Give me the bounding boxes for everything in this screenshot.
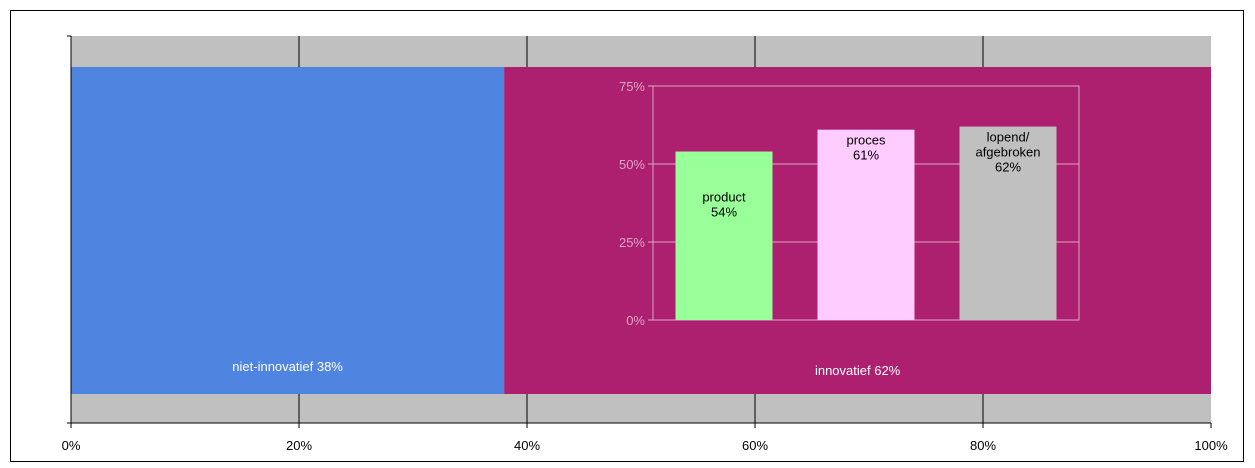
- inset-y-tick-label: 50%: [619, 157, 645, 172]
- inset-bar-label-line: product: [702, 190, 746, 205]
- inset-bar-label-line: lopend/: [987, 130, 1030, 145]
- inset-bar-label: proces 61%: [846, 133, 886, 163]
- inset-bar-label: lopend/afgebroken 62%: [975, 130, 1040, 175]
- x-tick-label: 100%: [1194, 438, 1228, 453]
- bar-segment-0: [71, 67, 505, 394]
- x-tick-label: 20%: [286, 438, 312, 453]
- inset-y-tick-label: 0%: [626, 313, 645, 328]
- inset-bar-label-line: afgebroken: [975, 145, 1040, 160]
- segment-label: niet-innovatief 38%: [232, 359, 343, 374]
- inset-bar-0: [675, 151, 773, 320]
- x-tick-label: 60%: [742, 438, 768, 453]
- inset-bar-1: [817, 129, 915, 320]
- inset-y-tick-label: 75%: [619, 79, 645, 94]
- x-tick-label: 80%: [970, 438, 996, 453]
- inset-y-tick-label: 25%: [619, 235, 645, 250]
- inset-bar-2: [959, 126, 1057, 320]
- inset-bar-label-line: proces: [846, 133, 886, 148]
- x-tick-label: 40%: [514, 438, 540, 453]
- inset-bar-label-line: 62%: [995, 160, 1021, 175]
- inset-bar-label-line: 54%: [711, 205, 737, 220]
- inset-bar-label: product 54%: [702, 190, 746, 220]
- segment-label: innovatief 62%: [815, 363, 901, 378]
- inset-bar-label-line: 61%: [853, 148, 879, 163]
- x-tick-label: 0%: [62, 438, 81, 453]
